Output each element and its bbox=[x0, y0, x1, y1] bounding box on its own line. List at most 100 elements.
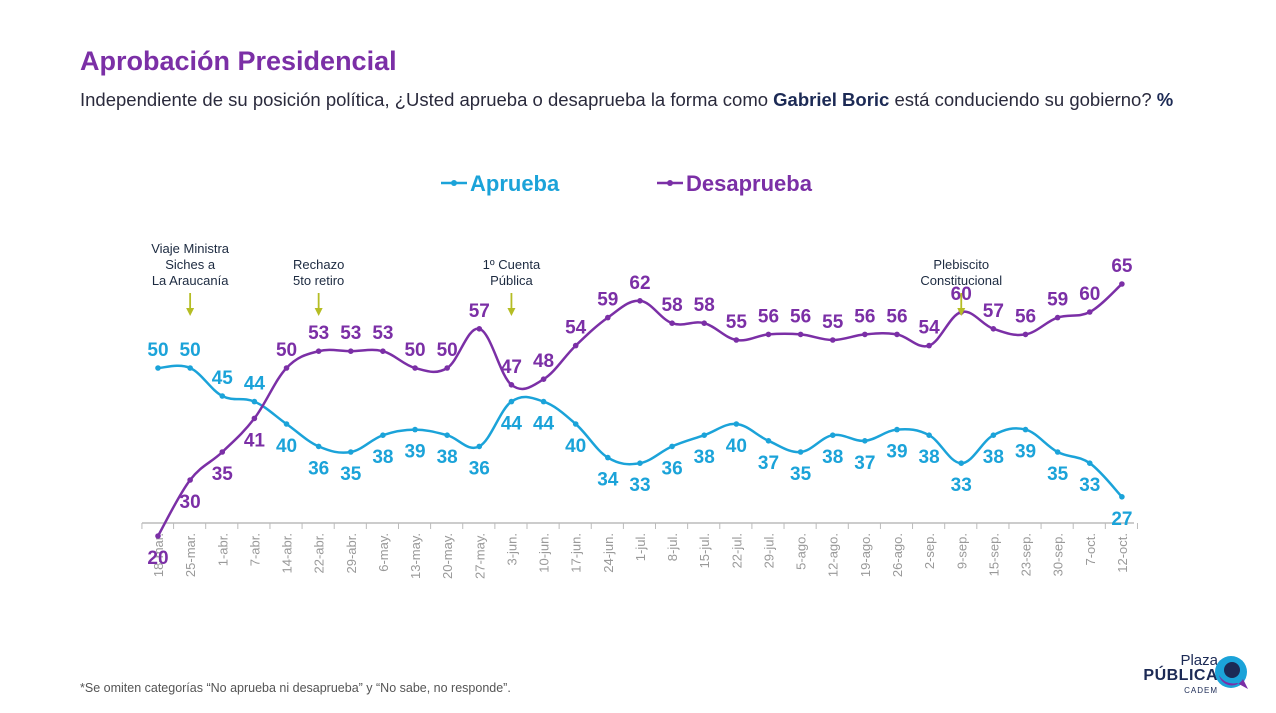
data-point bbox=[540, 376, 547, 383]
data-point bbox=[412, 426, 418, 433]
data-point bbox=[412, 365, 418, 371]
x-tick-label: 5-ago. bbox=[794, 533, 809, 570]
data-label: 38 bbox=[694, 447, 715, 468]
annotation-arrow-head bbox=[507, 308, 516, 316]
x-tick-label: 19-ago. bbox=[858, 533, 873, 577]
x-tick-label: 18-mar. bbox=[151, 533, 166, 577]
data-point bbox=[1054, 449, 1061, 455]
x-tick-label: 2-sep. bbox=[922, 533, 937, 569]
annotation-text: La Araucanía bbox=[152, 273, 229, 288]
x-tick-label: 17-jun. bbox=[569, 533, 584, 573]
data-label: 33 bbox=[951, 475, 972, 496]
data-label: 38 bbox=[437, 447, 458, 468]
data-point bbox=[990, 432, 997, 439]
data-point bbox=[765, 438, 772, 444]
data-label: 37 bbox=[758, 453, 779, 474]
page-title: Aprobación Presidencial bbox=[80, 46, 397, 76]
data-label: 34 bbox=[597, 470, 619, 491]
data-point bbox=[797, 331, 804, 338]
data-point bbox=[508, 382, 515, 388]
data-label: 56 bbox=[758, 306, 779, 327]
data-label: 38 bbox=[822, 447, 843, 468]
x-tick-label: 29-abr. bbox=[344, 533, 359, 573]
data-label: 65 bbox=[1111, 256, 1133, 277]
data-point bbox=[1119, 281, 1125, 287]
legend-label: Desaprueba bbox=[686, 171, 813, 196]
x-tick-label: 3-jun. bbox=[504, 533, 519, 566]
data-point bbox=[637, 298, 643, 304]
data-label: 55 bbox=[822, 312, 844, 333]
data-point bbox=[926, 432, 932, 439]
x-tick-label: 6-may. bbox=[376, 533, 391, 572]
data-label: 56 bbox=[886, 306, 907, 327]
data-point bbox=[380, 348, 386, 355]
x-tick-label: 22-abr. bbox=[312, 533, 327, 573]
data-label: 50 bbox=[437, 340, 458, 361]
series-line bbox=[156, 283, 1123, 537]
data-label: 54 bbox=[565, 318, 587, 339]
footnote: *Se omiten categorías “No aprueba ni des… bbox=[80, 681, 511, 695]
x-tick-label: 23-sep. bbox=[1019, 533, 1034, 576]
data-point bbox=[572, 342, 579, 349]
data-label: 40 bbox=[726, 436, 747, 457]
plaza-publica-cadem-logo: Plaza PÚBLICA CADEM bbox=[1126, 650, 1251, 696]
data-point bbox=[347, 449, 354, 455]
data-point bbox=[733, 421, 740, 427]
data-label: 44 bbox=[244, 374, 266, 395]
data-label: 35 bbox=[1047, 464, 1069, 485]
data-point bbox=[1022, 426, 1029, 433]
data-label: 36 bbox=[469, 458, 490, 479]
data-label: 59 bbox=[1047, 290, 1068, 311]
data-point bbox=[669, 320, 675, 327]
data-label: 54 bbox=[919, 318, 941, 339]
data-point bbox=[444, 432, 450, 439]
legend-label: Aprueba bbox=[470, 171, 560, 196]
x-tick-label: 30-sep. bbox=[1051, 533, 1066, 576]
annotation-text: Siches a bbox=[165, 257, 216, 272]
data-point bbox=[283, 421, 290, 427]
x-tick-label: 9-sep. bbox=[954, 533, 969, 569]
data-point bbox=[958, 460, 965, 467]
data-label: 39 bbox=[886, 442, 907, 463]
data-point bbox=[990, 326, 997, 332]
data-point bbox=[829, 432, 836, 439]
data-point bbox=[476, 326, 483, 332]
data-point bbox=[187, 365, 193, 371]
data-point bbox=[862, 438, 868, 444]
x-tick-label: 7-oct. bbox=[1083, 533, 1098, 566]
data-label: 45 bbox=[212, 368, 234, 389]
data-label: 33 bbox=[629, 475, 650, 496]
data-point bbox=[605, 314, 611, 321]
x-tick-label: 1-abr. bbox=[215, 533, 230, 566]
data-point bbox=[894, 331, 900, 338]
data-label: 53 bbox=[308, 323, 329, 344]
data-point bbox=[1022, 331, 1029, 338]
x-tick-label: 25-mar. bbox=[183, 533, 198, 577]
annotation-text: Pública bbox=[490, 273, 533, 288]
annotation-text: 1º Cuenta bbox=[483, 257, 541, 272]
annotation-arrow-head bbox=[186, 308, 195, 316]
x-tick-label: 22-jul. bbox=[729, 533, 744, 568]
data-label: 33 bbox=[1079, 475, 1100, 496]
data-point bbox=[187, 477, 193, 483]
data-point bbox=[894, 426, 900, 433]
annotation-text: 5to retiro bbox=[293, 273, 344, 288]
data-label: 40 bbox=[276, 436, 297, 457]
x-tick-label: 1-jul. bbox=[633, 533, 648, 561]
x-tick-label: 13-may. bbox=[408, 533, 423, 579]
data-point bbox=[765, 331, 772, 338]
legend-swatch-marker bbox=[451, 180, 457, 186]
subtitle-unit: % bbox=[1156, 89, 1174, 110]
data-label: 58 bbox=[694, 295, 715, 316]
data-point bbox=[251, 415, 258, 422]
data-point bbox=[219, 393, 226, 399]
data-label: 38 bbox=[983, 447, 1004, 468]
data-label: 56 bbox=[854, 306, 875, 327]
data-label: 55 bbox=[726, 312, 748, 333]
data-point bbox=[283, 365, 290, 371]
x-tick-label: 29-jul. bbox=[761, 533, 776, 568]
data-label: 35 bbox=[340, 464, 362, 485]
x-tick-label: 12-oct. bbox=[1115, 533, 1130, 573]
data-label: 50 bbox=[404, 340, 425, 361]
data-label: 53 bbox=[372, 323, 393, 344]
